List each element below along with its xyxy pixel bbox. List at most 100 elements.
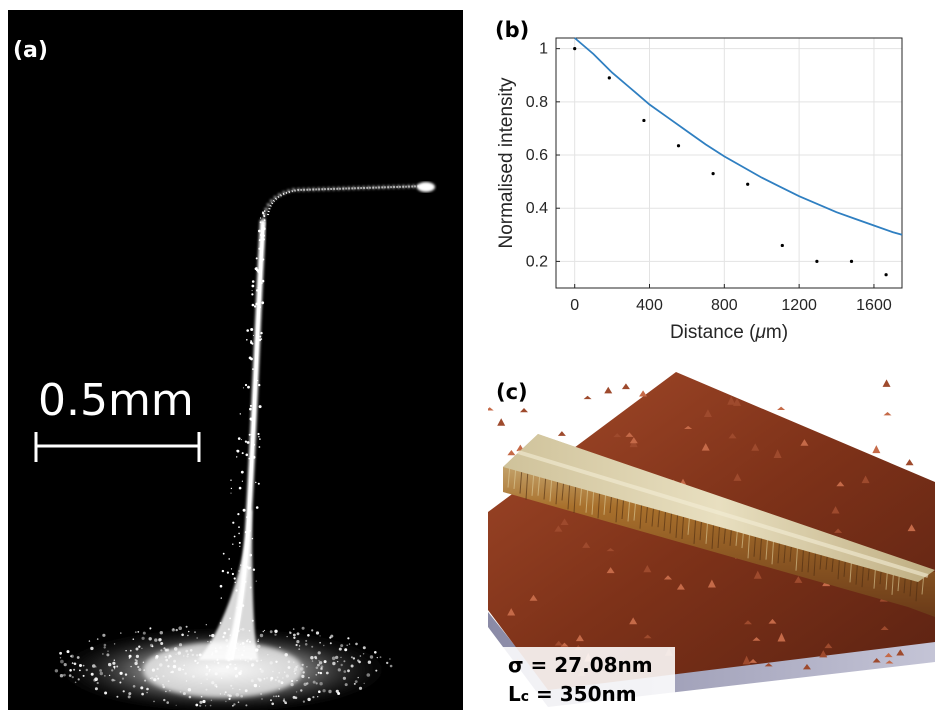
spray-speckle xyxy=(54,669,59,673)
spray-speckle xyxy=(315,673,318,676)
spray-speckle xyxy=(280,681,284,685)
chart-grid xyxy=(556,38,902,288)
spray-speckle xyxy=(233,703,236,706)
spray-speckle xyxy=(113,643,116,645)
spray-speckle xyxy=(112,661,116,665)
spray-speckle xyxy=(155,675,158,678)
waveguide-speckle xyxy=(251,280,255,283)
waveguide-speckle xyxy=(253,335,254,336)
spray-speckle xyxy=(253,683,258,688)
waveguide-speckle xyxy=(246,441,250,444)
fluorescence-image: 0.5mm (a) xyxy=(13,38,435,710)
surface-bump xyxy=(882,379,891,387)
spray-speckle xyxy=(181,633,184,637)
waveguide-speckle xyxy=(239,413,241,415)
spray-speckle xyxy=(238,671,242,676)
spray-speckle xyxy=(260,659,262,661)
spray-speckle xyxy=(137,665,140,669)
spray-speckle xyxy=(301,663,304,666)
spray-speckle xyxy=(261,698,263,700)
waveguide-bend xyxy=(261,184,424,226)
spray-speckle xyxy=(293,661,295,663)
spray-speckle xyxy=(271,702,275,706)
surface-bump xyxy=(621,383,630,390)
spray-speckle xyxy=(296,640,300,644)
spray-speckle xyxy=(103,643,107,647)
spray-speckle xyxy=(135,647,139,651)
spray-speckle xyxy=(229,663,232,666)
spray-speckle xyxy=(116,695,119,698)
waveguide-speckle xyxy=(239,545,241,548)
spray-speckle xyxy=(74,681,77,684)
spray-speckle xyxy=(108,674,111,677)
spray-speckle xyxy=(293,636,296,639)
surface-bump xyxy=(625,432,634,437)
surface-bump xyxy=(703,409,712,417)
spray-speckle xyxy=(183,655,185,657)
scale-bar-label: 0.5mm xyxy=(38,375,194,426)
spray-speckle xyxy=(92,664,96,668)
waveguide-speckle xyxy=(236,449,240,453)
spray-speckle xyxy=(90,672,94,676)
waveguide-speckle xyxy=(237,513,240,516)
spray-speckle xyxy=(307,634,310,637)
spray-speckle xyxy=(304,643,308,646)
afm-text-backdrop xyxy=(500,647,675,711)
spray-speckle xyxy=(150,676,154,680)
spray-speckle xyxy=(234,663,236,666)
spray-speckle xyxy=(170,671,173,674)
data-point xyxy=(746,182,750,186)
spray-speckle xyxy=(315,666,319,670)
waveguide-speckle xyxy=(250,328,254,331)
spray-speckle xyxy=(173,647,178,651)
spray-speckle xyxy=(263,677,266,680)
spray-speckle xyxy=(177,651,181,655)
plot-frame xyxy=(555,37,903,289)
spray-speckle xyxy=(344,683,348,687)
spray-speckle xyxy=(295,665,298,669)
data-point xyxy=(642,118,646,123)
surface-bump xyxy=(749,659,758,663)
spray-speckle xyxy=(357,676,359,679)
spray-speckle xyxy=(300,689,303,692)
spray-speckle xyxy=(135,659,138,663)
spray-speckle xyxy=(301,674,305,679)
spray-speckle xyxy=(169,689,171,692)
spray-speckle xyxy=(107,650,109,652)
spray-speckle xyxy=(292,628,295,630)
spray-speckle xyxy=(269,661,273,665)
spray-speckle xyxy=(389,658,391,660)
spray-speckle xyxy=(113,665,116,669)
surface-bump xyxy=(819,650,828,658)
spray-speckle xyxy=(347,669,350,673)
chart-axes xyxy=(555,37,903,289)
x-tick-label: 0 xyxy=(570,297,579,314)
spray-speckle xyxy=(275,660,278,663)
spray-speckle xyxy=(332,661,336,666)
spray-speckle xyxy=(386,661,389,665)
spray-speckle xyxy=(294,672,297,675)
spray-speckle xyxy=(274,633,277,636)
spray-speckle xyxy=(312,696,315,699)
spray-speckle xyxy=(168,656,171,659)
spray-speckle xyxy=(369,655,374,659)
spray-speckle xyxy=(290,683,294,687)
spray-speckle xyxy=(177,667,182,671)
x-tick-label: 1600 xyxy=(856,297,892,314)
spray-speckle xyxy=(240,694,243,698)
spray-speckle xyxy=(320,667,323,669)
spray-speckle xyxy=(178,643,183,647)
spray-speckle xyxy=(159,638,162,641)
spray-speckle xyxy=(223,693,226,695)
surface-bump xyxy=(777,632,786,642)
waveguide-speckle xyxy=(241,480,243,482)
waveguide-speckle xyxy=(241,452,244,455)
waveguide-speckle xyxy=(250,340,253,342)
surface-bump xyxy=(582,541,591,548)
spray-speckle xyxy=(70,655,72,658)
lc-subscript: c xyxy=(520,689,530,705)
spray-speckle xyxy=(337,668,341,672)
spray-speckle xyxy=(99,669,102,672)
spray-speckle xyxy=(191,653,194,657)
spray-speckle xyxy=(296,679,298,682)
